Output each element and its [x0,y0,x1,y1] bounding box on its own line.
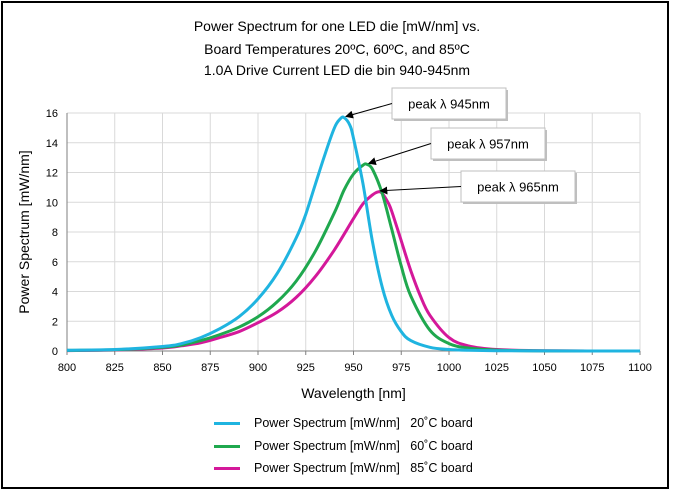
x-tick-label: 900 [249,362,267,374]
chart-frame [1,1,669,489]
chart-title-line-2: Board Temperatures 20ºC, 60ºC, and 85ºC [204,41,470,57]
chart-title-line-1: Power Spectrum for one LED die [mW/nm] v… [193,18,481,34]
y-tick-label: 2 [52,316,58,328]
y-tick-label: 6 [52,257,58,269]
y-tick-label: 4 [52,287,58,299]
x-tick-label: 1025 [485,362,509,374]
x-axis-label: Wavelength [nm] [301,385,406,401]
legend-item-60c: Power Spectrum [mW/nm] 60˚C board [214,436,473,456]
legend-swatch-20c [214,421,240,425]
annotation-label: peak λ 945nm [408,97,490,112]
legend-swatch-60c [214,444,240,448]
annotation-arrow [367,143,432,166]
series-line-85c [66,190,641,353]
legend-label-60c: Power Spectrum [mW/nm] 60˚C board [254,439,473,453]
x-tick-label: 825 [106,362,124,374]
series-line-60c [66,162,641,353]
legend-swatch-85c [214,466,240,470]
x-tick-label: 875 [201,362,219,374]
y-axis-label: Power Spectrum [mW/nm] [16,150,32,313]
chart-title-line-3: 1.0A Drive Current LED die bin 940-945nm [203,62,471,78]
annotation-label: peak λ 965nm [477,180,559,195]
x-tick-label: 1075 [580,362,604,374]
annotation-label: peak λ 957nm [447,137,529,152]
annotation-box [430,127,546,160]
y-tick-label: 8 [52,227,58,239]
annotation-box [391,87,507,120]
y-tick-label: 16 [46,108,58,120]
annotation-peak-957: peak λ 957nm [367,127,547,166]
x-tick-label: 1100 [628,362,652,374]
series-line-20c [66,115,641,353]
y-tick-label: 14 [46,138,58,150]
y-tick-label: 10 [46,197,58,209]
legend-label-20c: Power Spectrum [mW/nm] 20˚C board [254,416,473,430]
y-tick-label: 12 [46,168,58,180]
annotation-box [460,170,576,203]
y-tick-label: 0 [52,346,58,358]
x-tick-label: 1050 [532,362,556,374]
annotation-peak-965: peak λ 965nm [379,170,577,204]
x-tick-label: 950 [344,362,362,374]
legend-item-85c: Power Spectrum [mW/nm] 85˚C board [214,458,473,478]
x-tick-label: 925 [297,362,315,374]
x-tick-label: 800 [58,362,76,374]
x-tick-label: 975 [392,362,410,374]
annotation-arrow [379,186,462,195]
legend-item-20c: Power Spectrum [mW/nm] 20˚C board [214,413,473,433]
annotation-peak-945: peak λ 945nm [344,87,508,121]
annotation-arrow [344,103,393,119]
x-tick-label: 850 [153,362,171,374]
x-tick-label: 1000 [437,362,461,374]
legend-label-85c: Power Spectrum [mW/nm] 85˚C board [254,461,473,475]
